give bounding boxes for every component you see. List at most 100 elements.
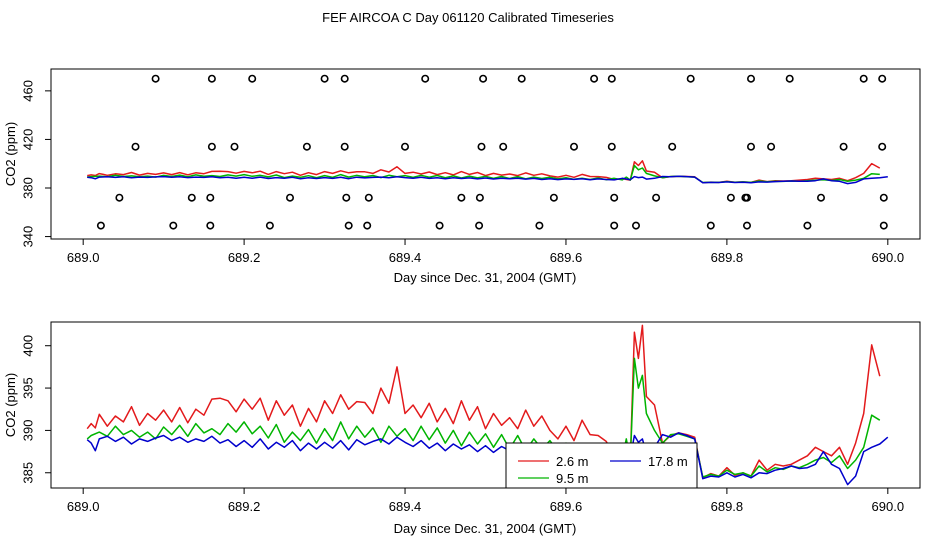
bottom-x-ticks: 689.0 689.2 689.4 689.6 689.8 690.0: [67, 488, 904, 514]
marker-349-8: [535, 221, 544, 230]
marker-372-0: [115, 193, 124, 202]
marker-470-4: [340, 74, 349, 83]
top-markers: [96, 74, 888, 230]
marker-372-13: [742, 193, 751, 202]
top-series-lines: [87, 160, 888, 185]
y-tick-label-385: 385: [20, 462, 35, 484]
marker-372-11: [726, 193, 735, 202]
marker-414-1: [207, 142, 216, 151]
top-y-ticks: 340 380 420 460: [20, 80, 51, 247]
marker-470-14: [878, 74, 887, 83]
x-tick-label-689-2: 689.2: [228, 250, 261, 265]
marker-414-10: [668, 142, 677, 151]
marker-470-2: [248, 74, 257, 83]
marker-470-11: [746, 74, 755, 83]
bottom-series-9-5m: [86, 357, 881, 478]
marker-349-12: [742, 221, 751, 230]
x-tick-label-690: 690.0: [872, 499, 905, 514]
marker-372-14: [816, 193, 825, 202]
marker-372-10: [652, 193, 661, 202]
marker-372-6: [457, 193, 466, 202]
y-tick-label-460: 460: [20, 80, 35, 102]
marker-414-4: [340, 142, 349, 151]
y-tick-label-390: 390: [20, 420, 35, 442]
marker-470-7: [517, 74, 526, 83]
bottom-xlabel: Day since Dec. 31, 2004 (GMT): [394, 521, 577, 536]
marker-470-6: [479, 74, 488, 83]
marker-372-7: [475, 193, 484, 202]
marker-349-13: [803, 221, 812, 230]
legend: 2.6 m 17.8 m 9.5 m: [505, 442, 698, 489]
marker-349-0: [96, 221, 105, 230]
marker-470-0: [151, 74, 160, 83]
page-title: FEF AIRCOA C Day 061120 Calibrated Times…: [322, 10, 614, 25]
marker-349-6: [435, 221, 444, 230]
marker-414-12: [767, 142, 776, 151]
top-series-17-8m: [87, 175, 888, 185]
marker-349-11: [706, 221, 715, 230]
top-xlabel: Day since Dec. 31, 2004 (GMT): [394, 270, 577, 285]
x-tick-label-689-8: 689.8: [711, 250, 744, 265]
x-tick-label-689-2: 689.2: [228, 499, 261, 514]
bottom-series-2-6m: [86, 324, 881, 479]
marker-372-8: [549, 193, 558, 202]
top-plot-box: [50, 68, 921, 240]
x-tick-label-689: 689.0: [67, 499, 100, 514]
marker-372-1: [187, 193, 196, 202]
bottom-series-17-8m: [86, 432, 889, 486]
marker-349-7: [475, 221, 484, 230]
marker-414-3: [302, 142, 311, 151]
y-tick-label-340: 340: [20, 226, 35, 248]
marker-414-11: [746, 142, 755, 151]
marker-372-5: [364, 193, 373, 202]
x-tick-label-689-4: 689.4: [389, 250, 422, 265]
marker-414-9: [607, 142, 616, 151]
y-tick-label-395: 395: [20, 377, 35, 399]
marker-470-10: [686, 74, 695, 83]
legend-label-2-6m: 2.6 m: [556, 454, 589, 469]
bottom-series-lines: [86, 324, 889, 486]
marker-470-5: [421, 74, 430, 83]
marker-372-2: [206, 193, 215, 202]
marker-414-14: [878, 142, 887, 151]
x-tick-label-690: 690.0: [872, 250, 905, 265]
x-tick-label-689-6: 689.6: [550, 499, 583, 514]
marker-470-9: [607, 74, 616, 83]
marker-414-2: [230, 142, 239, 151]
marker-414-6: [477, 142, 486, 151]
marker-372-9: [610, 193, 619, 202]
marker-349-9: [610, 221, 619, 230]
marker-349-5: [363, 221, 372, 230]
bottom-ylabel: CO2 (ppm): [3, 373, 18, 437]
x-tick-label-689-4: 689.4: [389, 499, 422, 514]
bottom-plot-box: [50, 321, 921, 489]
marker-414-5: [400, 142, 409, 151]
y-tick-label-400: 400: [20, 335, 35, 357]
marker-349-2: [206, 221, 215, 230]
marker-372-3: [285, 193, 294, 202]
legend-label-9-5m: 9.5 m: [556, 471, 589, 486]
marker-414-0: [131, 142, 140, 151]
top-panel: CO2 (ppm) Day since Dec. 31, 2004 (GMT) …: [3, 68, 921, 285]
marker-414-13: [839, 142, 848, 151]
y-tick-label-420: 420: [20, 129, 35, 151]
marker-349-1: [169, 221, 178, 230]
marker-414-7: [499, 142, 508, 151]
marker-470-12: [785, 74, 794, 83]
marker-372-15: [879, 193, 888, 202]
marker-414-8: [569, 142, 578, 151]
marker-470-13: [859, 74, 868, 83]
marker-349-4: [344, 221, 353, 230]
bottom-y-ticks: 385 390 395 400: [20, 335, 51, 484]
legend-box: [505, 442, 698, 489]
legend-label-17-8m: 17.8 m: [648, 454, 688, 469]
y-tick-label-380: 380: [20, 177, 35, 199]
marker-349-3: [265, 221, 274, 230]
x-tick-label-689-8: 689.8: [711, 499, 744, 514]
top-series-2-6m: [87, 160, 881, 184]
marker-349-10: [631, 221, 640, 230]
marker-372-4: [342, 193, 351, 202]
top-x-ticks: 689.0 689.2 689.4 689.6 689.8 690.0: [67, 239, 904, 265]
x-tick-label-689-6: 689.6: [550, 250, 583, 265]
